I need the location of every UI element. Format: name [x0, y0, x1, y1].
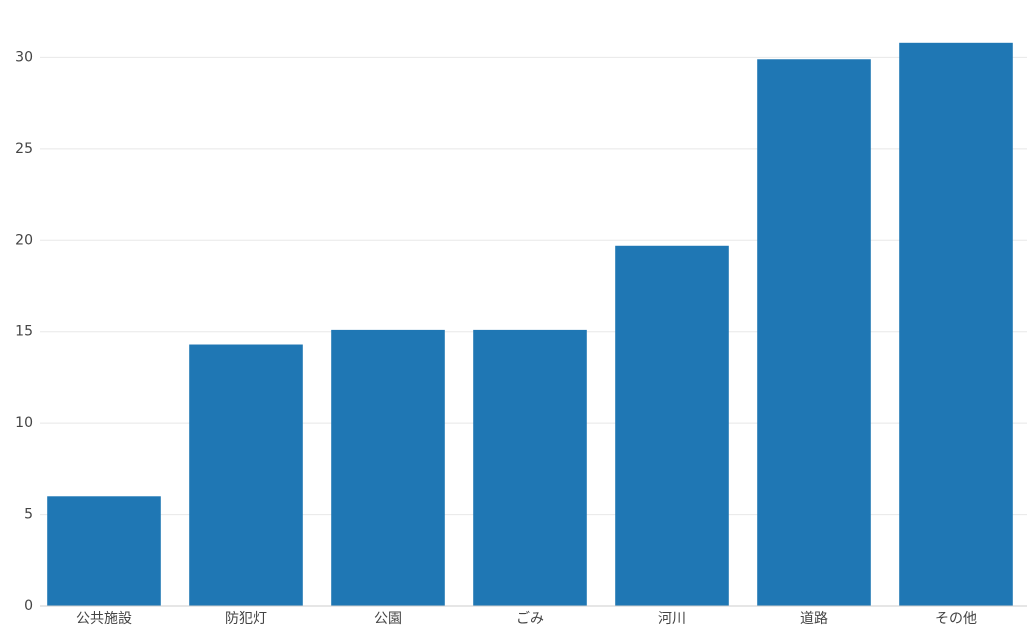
y-tick-label: 0	[24, 598, 33, 614]
bar	[47, 496, 161, 606]
x-tick-label: 公園	[374, 611, 402, 627]
y-tick-label: 20	[15, 232, 33, 248]
y-tick-label: 10	[15, 415, 33, 431]
bar	[331, 329, 445, 606]
y-tick-label: 5	[24, 507, 33, 523]
x-tick-label: 公共施設	[76, 611, 132, 627]
y-tick-label: 15	[15, 324, 33, 340]
x-tick-label: 道路	[800, 611, 828, 627]
x-tick-label: その他	[935, 611, 977, 627]
x-tick-label: ごみ	[516, 611, 544, 627]
bar	[757, 59, 871, 606]
bar	[899, 42, 1013, 607]
bar	[189, 344, 303, 606]
bar	[615, 245, 729, 606]
bar	[473, 329, 587, 606]
x-tick-label: 河川	[658, 611, 686, 627]
y-tick-label: 25	[15, 141, 33, 157]
x-tick-label: 防犯灯	[225, 611, 267, 627]
y-tick-label: 30	[15, 49, 33, 65]
